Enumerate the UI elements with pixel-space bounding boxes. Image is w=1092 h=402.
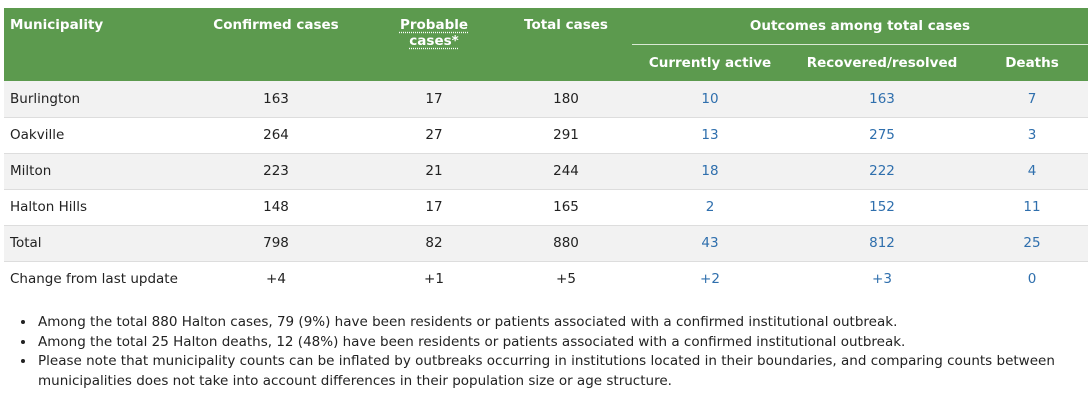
probable-cell: 17 bbox=[368, 81, 500, 118]
active-link[interactable]: 10 bbox=[701, 90, 719, 107]
municipality-cell: Change from last update bbox=[4, 261, 184, 297]
note-item: Among the total 880 Halton cases, 79 (9%… bbox=[36, 313, 1092, 333]
confirmed-cell: 798 bbox=[184, 225, 368, 262]
total-cell: 880 bbox=[500, 225, 632, 262]
header-municipality: Municipality bbox=[4, 8, 184, 81]
active-cell: 2 bbox=[632, 189, 788, 226]
active-link[interactable]: +2 bbox=[700, 271, 720, 288]
total-cell: 165 bbox=[500, 189, 632, 226]
recovered-link[interactable]: 275 bbox=[869, 127, 895, 143]
active-link[interactable]: 18 bbox=[701, 163, 719, 179]
active-link[interactable]: 13 bbox=[701, 127, 719, 143]
deaths-cell: 11 bbox=[976, 189, 1088, 226]
probable-cell: 82 bbox=[368, 225, 500, 262]
deaths-link[interactable]: 25 bbox=[1023, 235, 1041, 251]
deaths-link[interactable]: 0 bbox=[1027, 271, 1037, 288]
table-row-change: Change from last update +4 +1 +5 +2 +3 0 bbox=[4, 261, 1088, 297]
deaths-cell: 4 bbox=[976, 153, 1088, 190]
header-recovered-resolved: Recovered/resolved bbox=[788, 44, 976, 81]
confirmed-cell: 163 bbox=[184, 81, 368, 118]
total-cell: 291 bbox=[500, 117, 632, 154]
confirmed-cell: 264 bbox=[184, 117, 368, 154]
deaths-link[interactable]: 3 bbox=[1027, 127, 1037, 143]
recovered-link[interactable]: +3 bbox=[872, 271, 892, 288]
note-item: Please note that municipality counts can… bbox=[36, 352, 1092, 391]
recovered-link[interactable]: 222 bbox=[869, 163, 895, 179]
deaths-cell: 7 bbox=[976, 81, 1088, 118]
header-currently-active: Currently active bbox=[632, 44, 788, 81]
deaths-link[interactable]: 11 bbox=[1023, 199, 1041, 215]
municipality-cell: Burlington bbox=[4, 81, 184, 118]
cases-table: Municipality Confirmed cases Probable ca… bbox=[4, 8, 1088, 297]
header-deaths: Deaths bbox=[976, 44, 1088, 81]
confirmed-cell: +4 bbox=[184, 261, 368, 297]
probable-cell: 21 bbox=[368, 153, 500, 190]
table-row: Burlington 163 17 180 10 163 7 bbox=[4, 81, 1088, 118]
probable-cases-link[interactable]: Probable cases* bbox=[399, 17, 469, 49]
total-cell: +5 bbox=[500, 261, 632, 297]
table-row: Milton 223 21 244 18 222 4 bbox=[4, 153, 1088, 190]
total-cell: 244 bbox=[500, 153, 632, 190]
recovered-cell: 222 bbox=[788, 153, 976, 190]
deaths-cell: 3 bbox=[976, 117, 1088, 154]
municipality-cell: Oakville bbox=[4, 117, 184, 154]
probable-cell: +1 bbox=[368, 261, 500, 297]
confirmed-cell: 148 bbox=[184, 189, 368, 226]
recovered-cell: 152 bbox=[788, 189, 976, 226]
deaths-link[interactable]: 7 bbox=[1027, 90, 1037, 107]
table-row-total: Total 798 82 880 43 812 25 bbox=[4, 225, 1088, 262]
active-link[interactable]: 2 bbox=[705, 199, 715, 215]
active-cell: 18 bbox=[632, 153, 788, 190]
active-link[interactable]: 43 bbox=[701, 235, 719, 251]
municipality-cell: Milton bbox=[4, 153, 184, 190]
active-cell: +2 bbox=[632, 261, 788, 297]
municipality-cell: Total bbox=[4, 225, 184, 262]
table-header: Municipality Confirmed cases Probable ca… bbox=[4, 8, 1088, 81]
header-total-cases: Total cases bbox=[500, 8, 632, 81]
confirmed-cell: 223 bbox=[184, 153, 368, 190]
probable-cell: 17 bbox=[368, 189, 500, 226]
header-probable-cases: Probable cases* bbox=[368, 8, 500, 81]
active-cell: 10 bbox=[632, 81, 788, 118]
header-confirmed-cases: Confirmed cases bbox=[184, 8, 368, 81]
table-row: Oakville 264 27 291 13 275 3 bbox=[4, 117, 1088, 154]
notes-list: Among the total 880 Halton cases, 79 (9%… bbox=[20, 313, 1092, 391]
header-outcomes: Outcomes among total cases bbox=[632, 8, 1088, 45]
municipality-cell: Halton Hills bbox=[4, 189, 184, 226]
deaths-cell: 0 bbox=[976, 261, 1088, 297]
deaths-cell: 25 bbox=[976, 225, 1088, 262]
recovered-cell: 275 bbox=[788, 117, 976, 154]
table-body: Burlington 163 17 180 10 163 7 Oakville … bbox=[4, 81, 1088, 297]
recovered-cell: 812 bbox=[788, 225, 976, 262]
recovered-link[interactable]: 812 bbox=[869, 235, 895, 251]
recovered-cell: 163 bbox=[788, 81, 976, 118]
active-cell: 43 bbox=[632, 225, 788, 262]
probable-cell: 27 bbox=[368, 117, 500, 154]
recovered-link[interactable]: 152 bbox=[869, 199, 895, 215]
active-cell: 13 bbox=[632, 117, 788, 154]
note-item: Among the total 25 Halton deaths, 12 (48… bbox=[36, 333, 1092, 353]
total-cell: 180 bbox=[500, 81, 632, 118]
recovered-cell: +3 bbox=[788, 261, 976, 297]
recovered-link[interactable]: 163 bbox=[869, 90, 895, 107]
table-row: Halton Hills 148 17 165 2 152 11 bbox=[4, 189, 1088, 226]
deaths-link[interactable]: 4 bbox=[1027, 163, 1037, 179]
